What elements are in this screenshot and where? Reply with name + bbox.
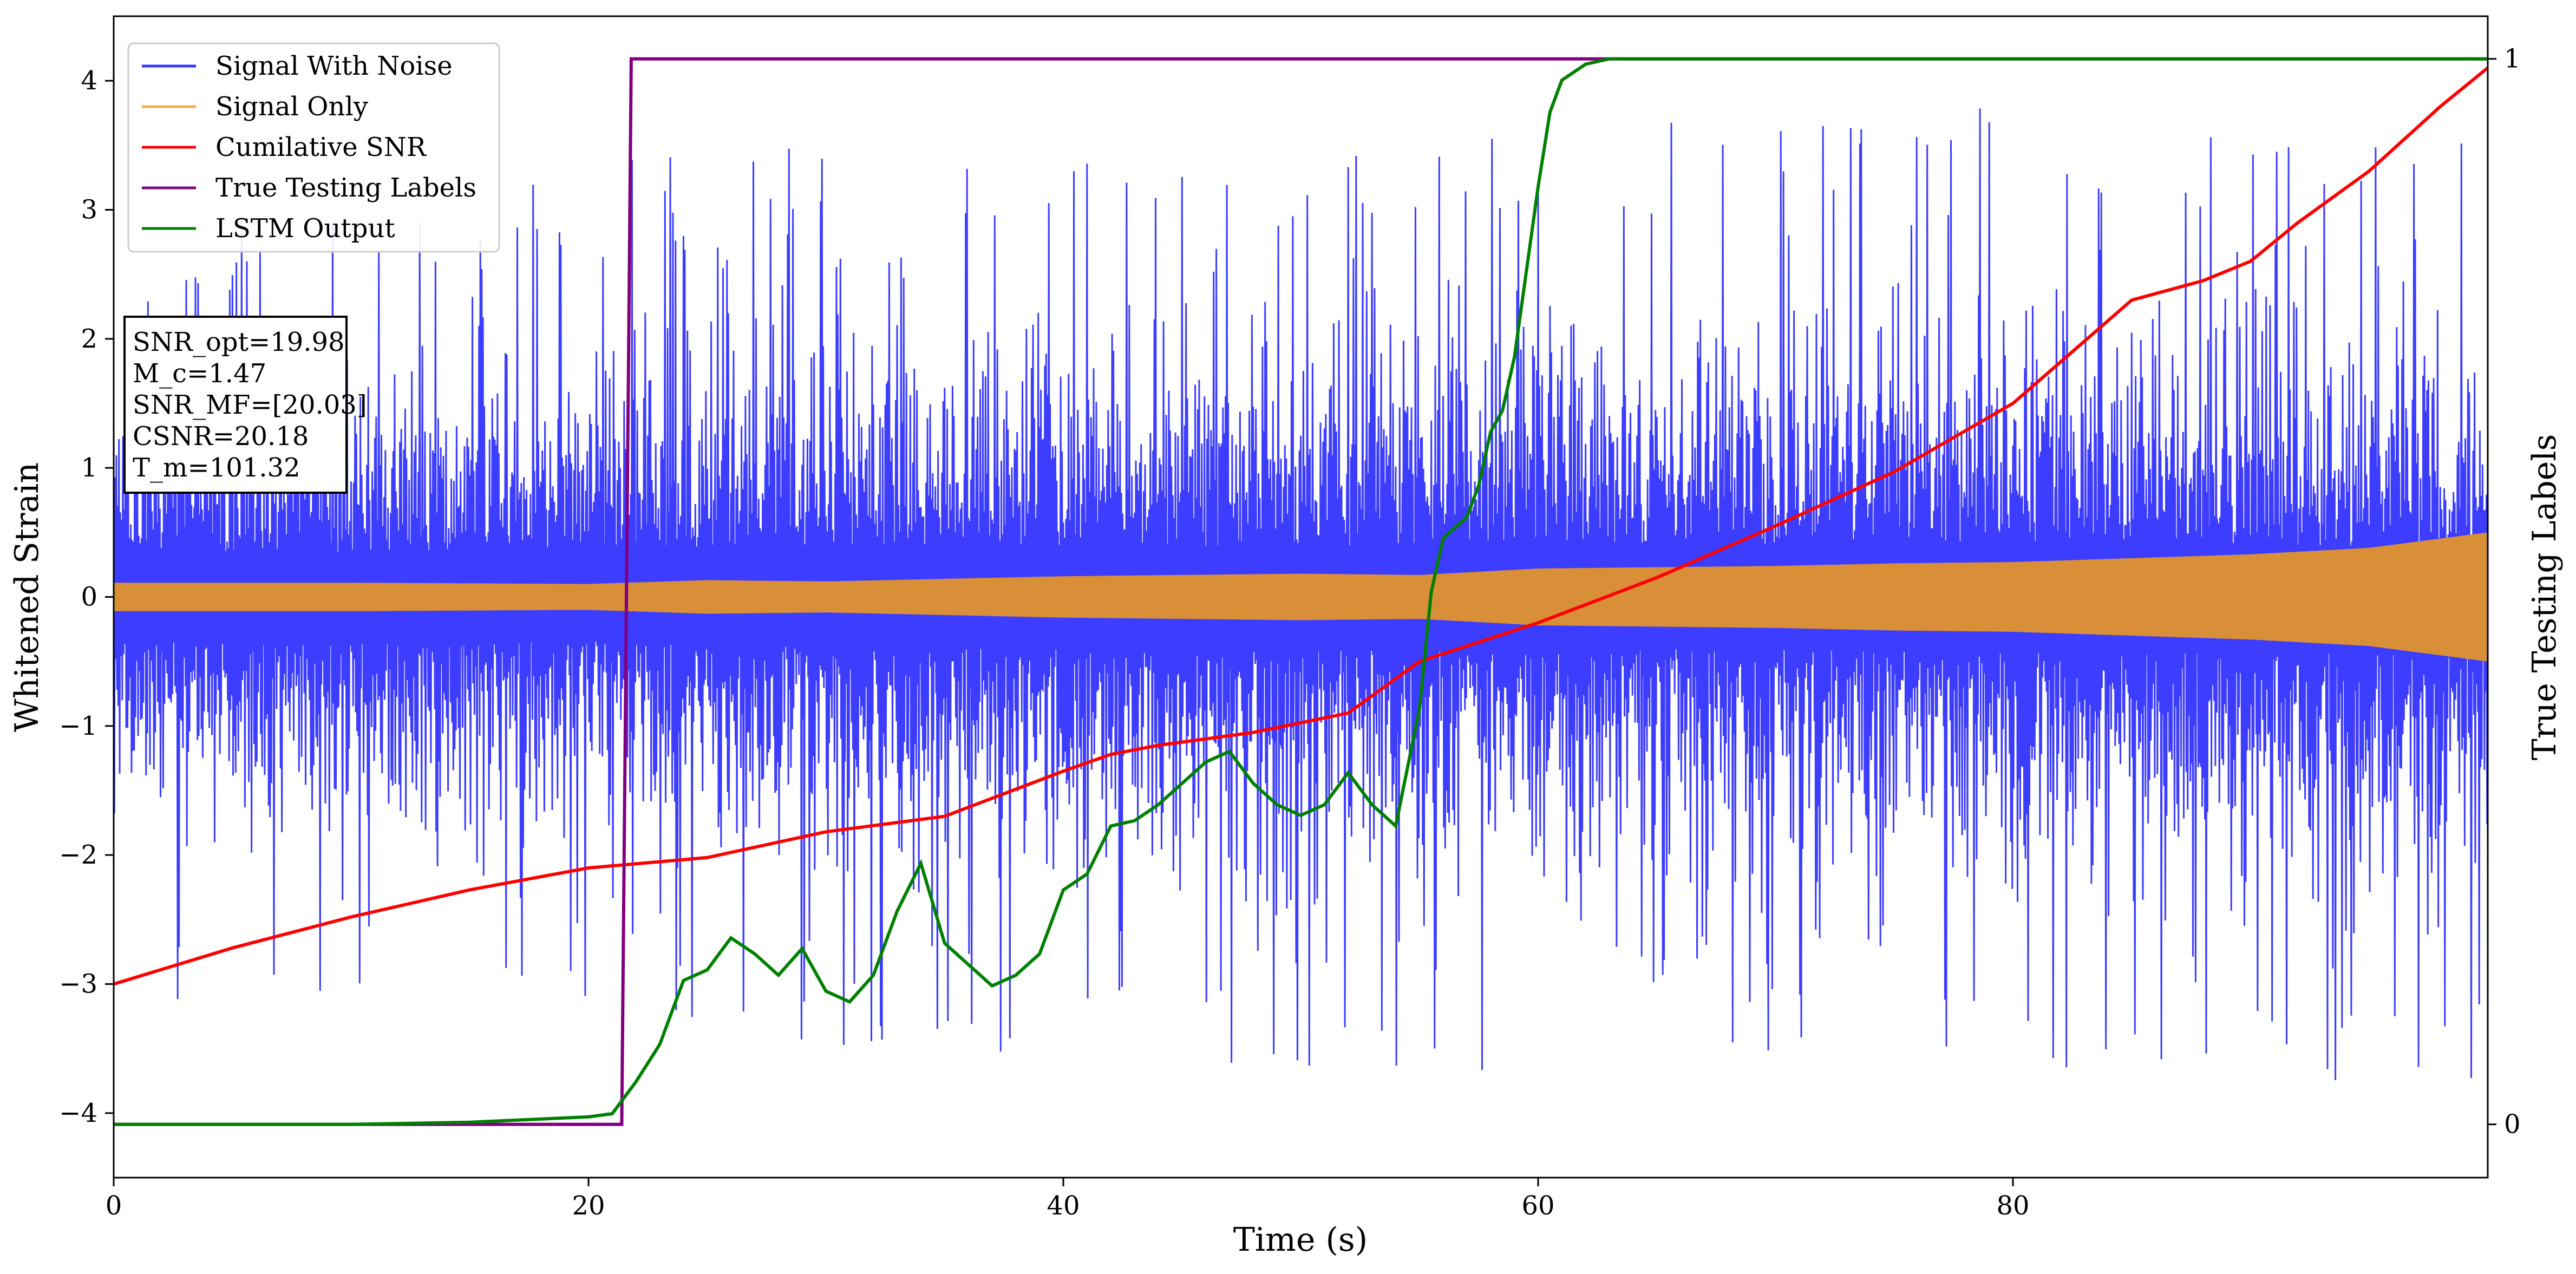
info-t-merger: T_m=101.32 <box>133 453 300 483</box>
y-tick-label: −4 <box>59 1098 97 1128</box>
legend-label-cumilative-snr: Cumilative SNR <box>215 132 427 162</box>
legend: Signal With Noise Signal Only Cumilative… <box>127 42 500 253</box>
info-box: SNR_opt=19.98 M_c=1.47 SNR_MF=[20.03] CS… <box>123 316 367 494</box>
x-tick-label: 20 <box>572 1191 605 1221</box>
info-box-frame <box>123 316 348 494</box>
series-signal-with-noise <box>114 108 2488 1081</box>
info-snr-mf: SNR_MF=[20.03] <box>133 390 367 420</box>
legend-frame <box>127 42 500 253</box>
y-tick-label: 3 <box>81 195 97 225</box>
y-tick-label: 4 <box>81 66 97 96</box>
info-csnr: CSNR=20.18 <box>133 421 309 452</box>
x-tick-label: 80 <box>1996 1191 2029 1221</box>
y-tick-label: −2 <box>59 840 97 870</box>
series-signal-only <box>114 532 2488 662</box>
y-tick-label: −1 <box>59 711 97 741</box>
y-tick-label: 0 <box>81 582 97 612</box>
y-tick-label: −3 <box>59 969 97 999</box>
legend-label-lstm-output: LSTM Output <box>215 213 395 244</box>
x-axis-title: Time (s) <box>1233 1221 1368 1259</box>
y2-axis-title: True Testing Labels <box>2526 434 2564 761</box>
legend-label-signal-only: Signal Only <box>215 92 368 122</box>
x-tick-label: 0 <box>106 1191 122 1221</box>
info-snr-opt: SNR_opt=19.98 <box>133 327 345 357</box>
series-lstm-output <box>114 57 2488 1126</box>
series-cumilative-snr <box>114 66 2488 986</box>
info-chirp-mass: M_c=1.47 <box>133 358 266 389</box>
legend-label-signal-with-noise: Signal With Noise <box>215 51 453 81</box>
series-layer <box>114 57 2488 1126</box>
x-tick-label: 40 <box>1047 1191 1080 1221</box>
legend-label-true-testing-labels: True Testing Labels <box>215 173 476 203</box>
y-axis-title: Whitened Strain <box>8 462 46 732</box>
series-true-testing-labels <box>114 57 2488 1126</box>
y-tick-label: 2 <box>81 324 97 354</box>
y2-tick-label: 1 <box>2504 44 2521 74</box>
y2-tick-label: 0 <box>2504 1109 2521 1140</box>
x-tick-label: 60 <box>1521 1191 1554 1221</box>
y-tick-label: 1 <box>81 453 97 483</box>
